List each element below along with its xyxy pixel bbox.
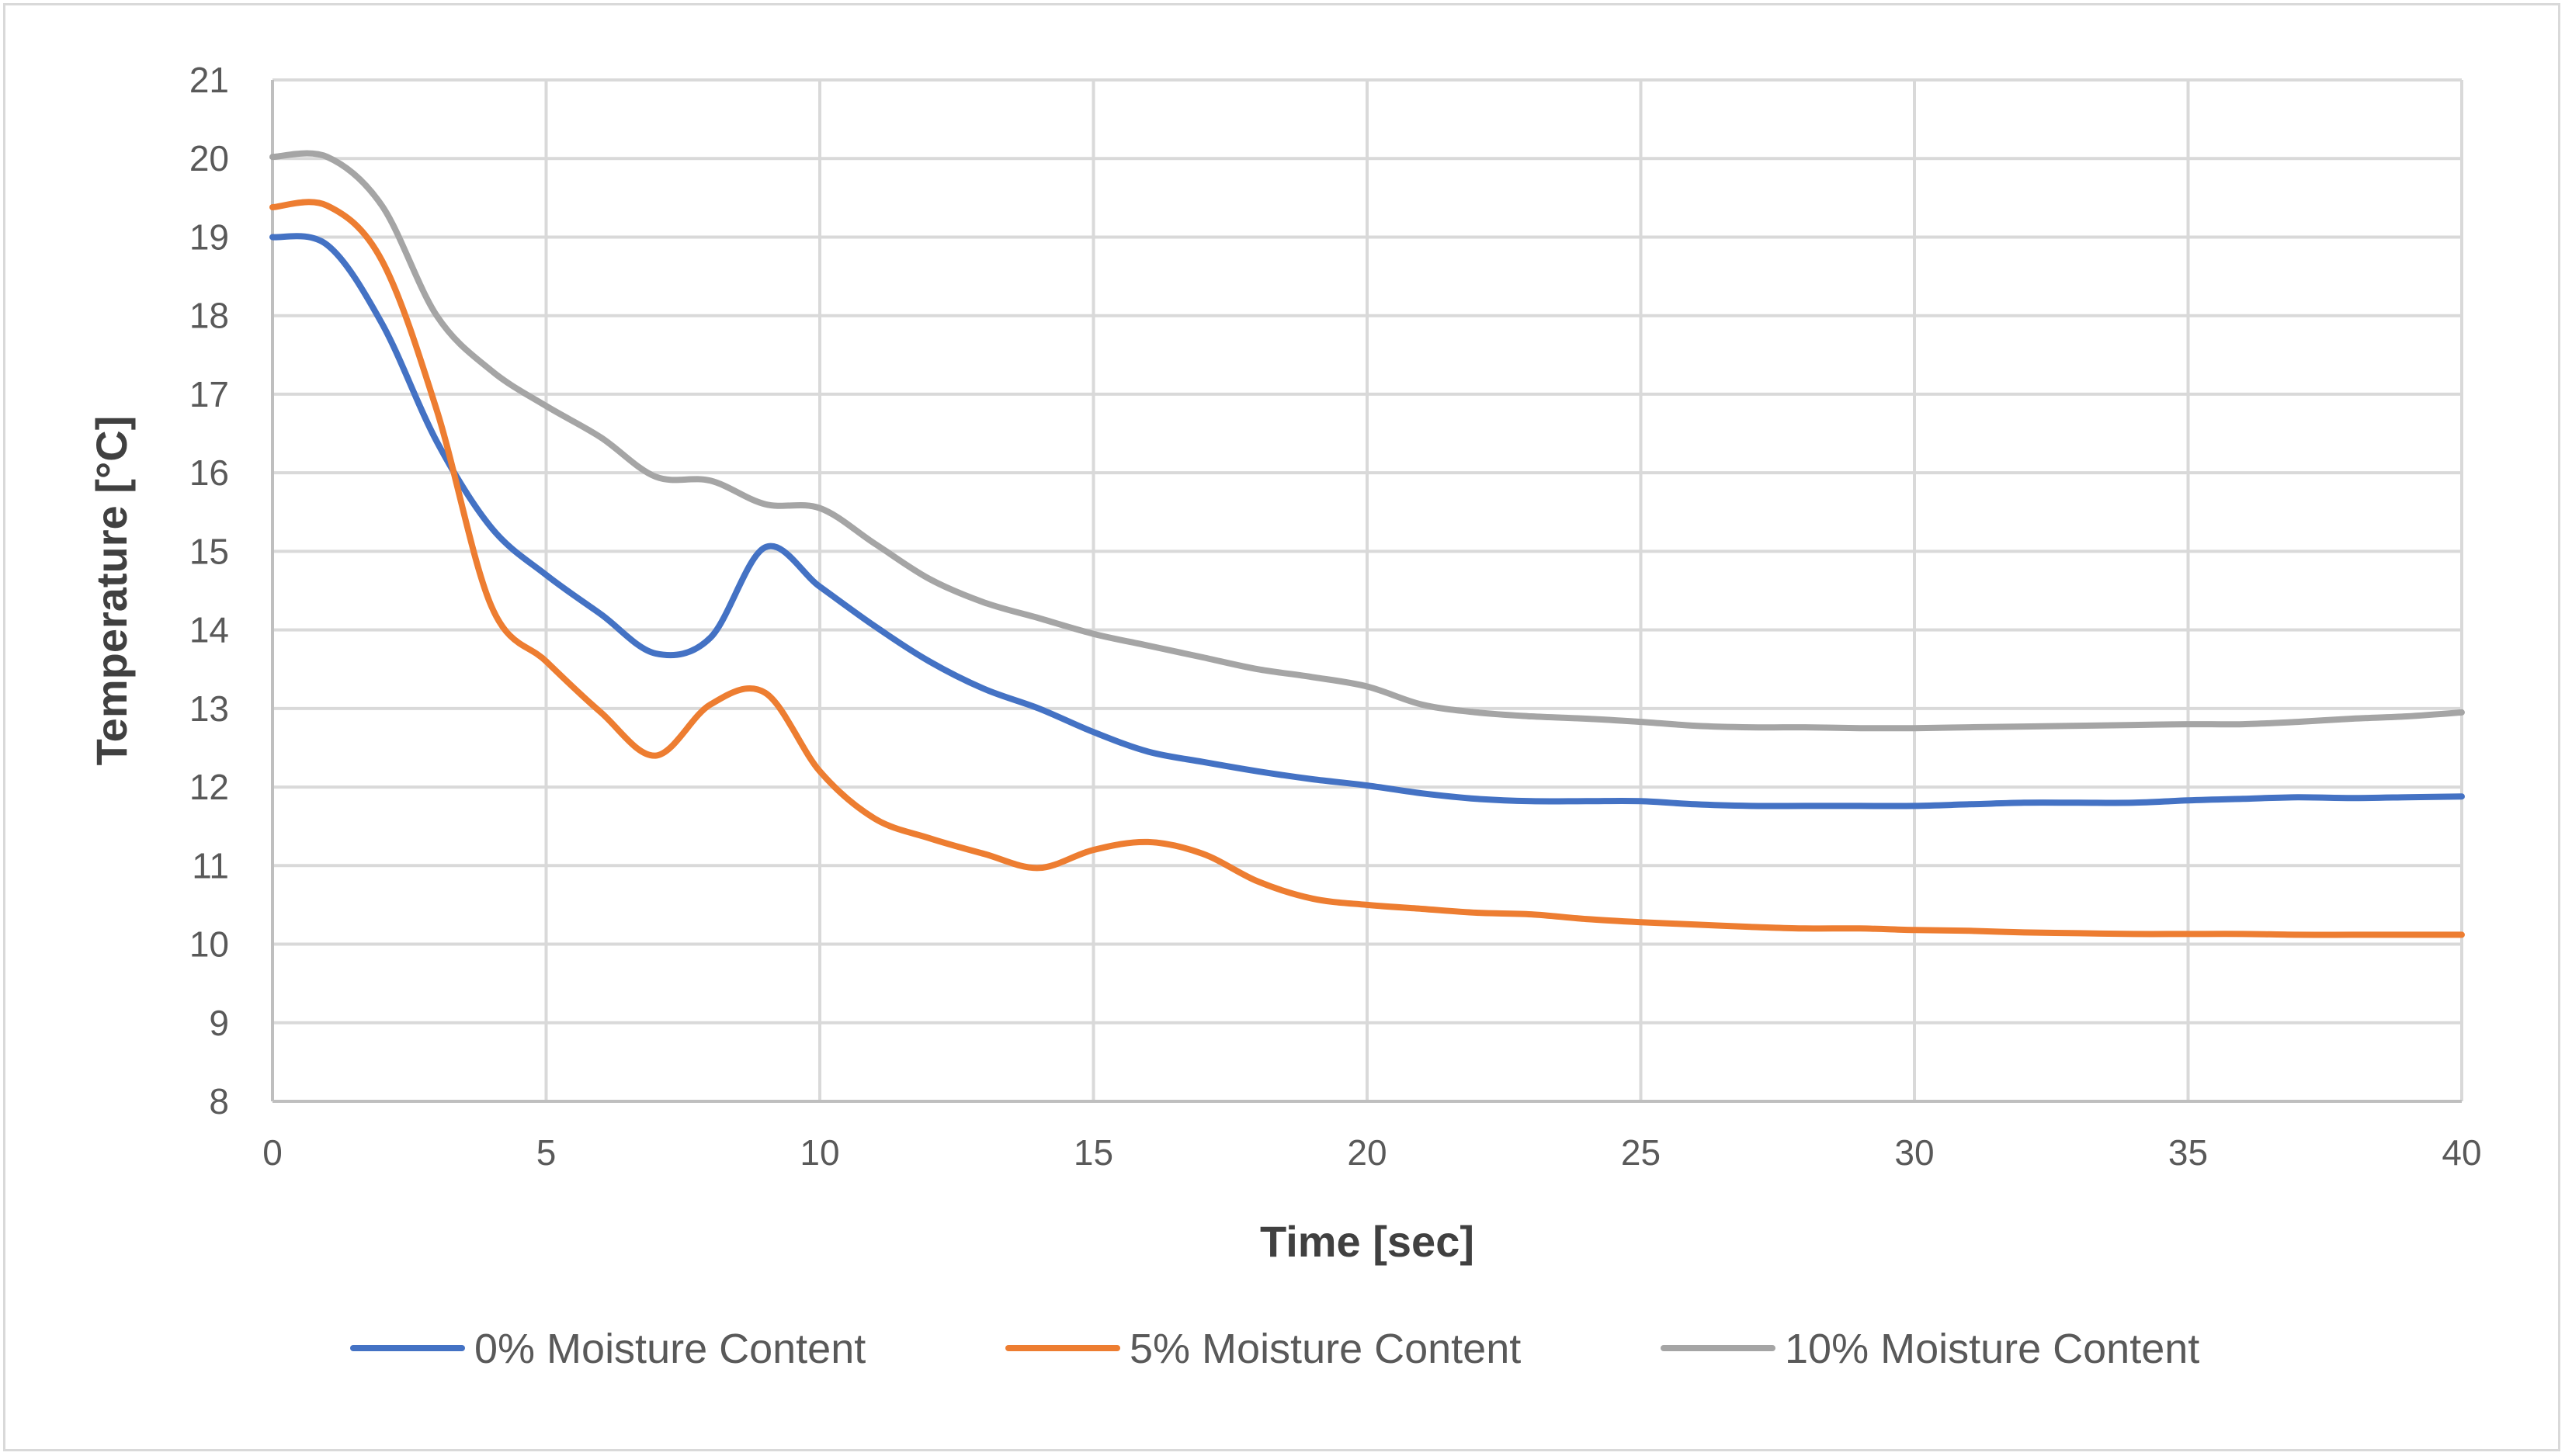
axes — [271, 80, 2462, 1103]
x-tick-label: 30 — [1894, 1132, 1934, 1173]
series-line-1 — [269, 199, 2465, 938]
y-tick-label: 16 — [189, 452, 229, 493]
gridlines — [272, 78, 2463, 1101]
series-line-0 — [269, 233, 2465, 809]
legend-label-2: 10% Moisture Content — [1785, 1326, 2199, 1372]
y-tick-label: 20 — [189, 138, 229, 179]
x-tick-label: 25 — [1621, 1132, 1661, 1173]
y-tick-label: 14 — [189, 610, 229, 650]
legend-label-1: 5% Moisture Content — [1130, 1326, 1521, 1372]
y-tick-label: 11 — [192, 845, 229, 886]
y-tick-label: 9 — [209, 1003, 229, 1043]
x-axis-title: Time [sec] — [1260, 1217, 1474, 1266]
y-tick-label: 17 — [189, 374, 229, 414]
x-tick-label: 35 — [2168, 1132, 2208, 1173]
x-tick-label: 40 — [2442, 1132, 2481, 1173]
x-tick-label: 0 — [262, 1132, 283, 1173]
legend: 0% Moisture Content 5% Moisture Content 10… — [350, 1326, 2199, 1372]
y-tick-label: 13 — [189, 688, 229, 729]
y-tick-label: 10 — [189, 924, 229, 965]
chart-frame: 8 9 10 11 12 13 14 15 16 17 18 19 20 21 0 5 10 15 20 25 30 35… — [3, 3, 2560, 1451]
y-tick-label: 12 — [189, 767, 229, 807]
x-tick-label: 10 — [800, 1132, 839, 1173]
series-lines — [269, 150, 2465, 938]
x-tick-label: 5 — [536, 1132, 557, 1173]
tick-labels: 8 9 10 11 12 13 14 15 16 17 18 19 20 21 0 5 10 15 20 25 30 35… — [189, 60, 2482, 1173]
y-axis-title: Temperature [°C] — [87, 416, 136, 766]
chart-svg: 8 9 10 11 12 13 14 15 16 17 18 19 20 21 0 5 10 15 20 25 30 35… — [87, 60, 2482, 1372]
x-tick-label: 20 — [1347, 1132, 1387, 1173]
legend-label-0: 0% Moisture Content — [474, 1326, 866, 1372]
y-tick-label: 21 — [189, 60, 229, 100]
y-tick-label: 8 — [209, 1081, 229, 1121]
series-line-2 — [269, 150, 2465, 732]
y-tick-label: 19 — [189, 217, 229, 257]
x-tick-label: 15 — [1074, 1132, 1113, 1173]
y-tick-label: 15 — [189, 531, 229, 571]
y-tick-label: 18 — [189, 296, 229, 336]
